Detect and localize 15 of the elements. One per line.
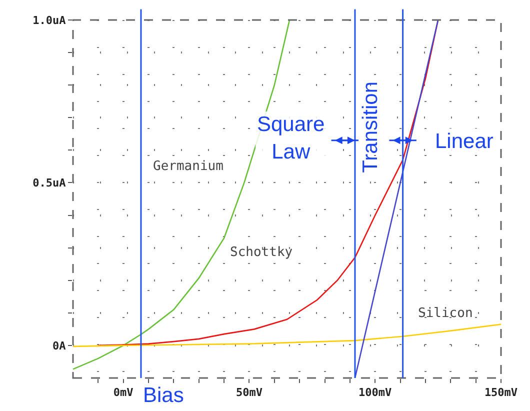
annotation: Silicon	[418, 306, 473, 321]
annotation: Square Law	[257, 113, 325, 164]
annotation: Germanium	[153, 159, 224, 174]
x-tick-label: 0mV	[113, 386, 134, 400]
y-tick-label: 0.5uA	[32, 176, 66, 190]
annotation: Linear	[435, 130, 494, 153]
y-tick-label: 0A	[52, 339, 66, 352]
annotation: Schottky	[230, 245, 293, 260]
y-tick-label: 1.0uA	[32, 14, 66, 27]
line-series	[73, 324, 501, 348]
x-tick-label: 100mV	[358, 386, 392, 400]
x-tick-label: 50mV	[236, 386, 263, 400]
x-tick-label: 150mV	[484, 386, 518, 400]
ref-line-label: Transition	[359, 81, 382, 173]
ref-line-label: Bias	[143, 384, 184, 407]
